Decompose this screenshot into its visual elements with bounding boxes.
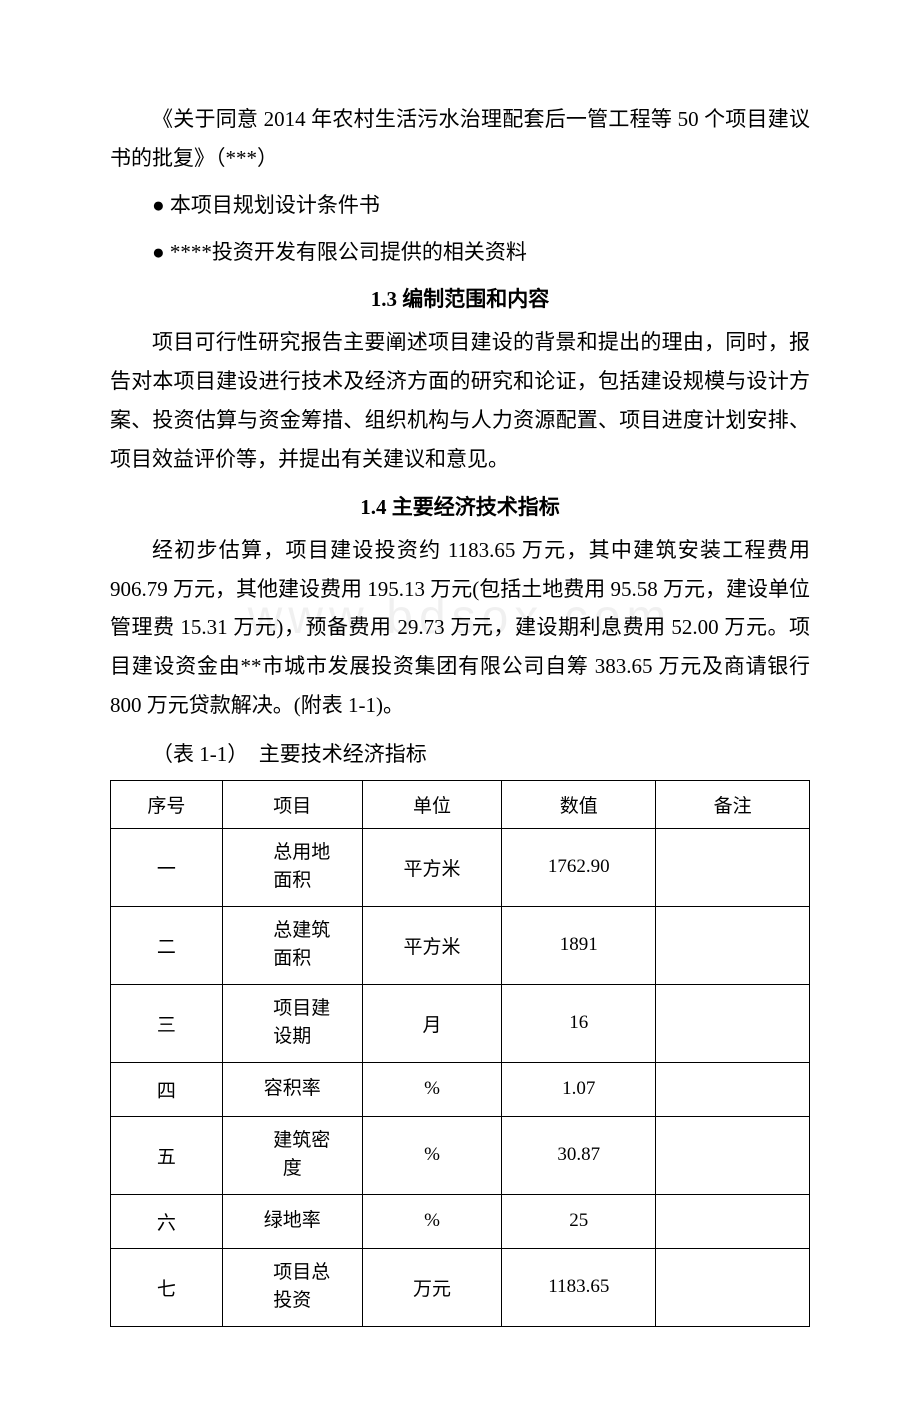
- cell-note: [656, 1194, 810, 1248]
- table-row: 二 总建筑面积平方米1891: [111, 906, 810, 984]
- header-value: 数值: [502, 780, 656, 828]
- cell-unit: 万元: [362, 1248, 502, 1326]
- cell-unit: 月: [362, 984, 502, 1062]
- cell-item: 项目总投资: [222, 1248, 362, 1326]
- table-row: 四容积率%1.07: [111, 1062, 810, 1116]
- bullet-planning-doc: ● 本项目规划设计条件书: [110, 186, 810, 225]
- cell-note: [656, 984, 810, 1062]
- cell-value: 1762.90: [502, 828, 656, 906]
- header-unit: 单位: [362, 780, 502, 828]
- cell-seq: 三: [111, 984, 223, 1062]
- cell-value: 25: [502, 1194, 656, 1248]
- cell-note: [656, 1062, 810, 1116]
- table-header-row: 序号 项目 单位 数值 备注: [111, 780, 810, 828]
- cell-value: 16: [502, 984, 656, 1062]
- cell-seq: 二: [111, 906, 223, 984]
- cell-value: 1.07: [502, 1062, 656, 1116]
- header-seq: 序号: [111, 780, 223, 828]
- heading-indicators: 1.4 主要经济技术指标: [110, 491, 810, 521]
- cell-unit: 平方米: [362, 828, 502, 906]
- cell-value: 1891: [502, 906, 656, 984]
- cell-value: 30.87: [502, 1116, 656, 1194]
- table-body: 一 总用地面积平方米1762.90二 总建筑面积平方米1891三 项目建设期月1…: [111, 828, 810, 1326]
- table-row: 三 项目建设期月16: [111, 984, 810, 1062]
- cell-note: [656, 906, 810, 984]
- cell-note: [656, 1248, 810, 1326]
- paragraph-scope-content: 项目可行性研究报告主要阐述项目建设的背景和提出的理由，同时，报告对本项目建设进行…: [110, 323, 810, 478]
- cell-seq: 七: [111, 1248, 223, 1326]
- heading-scope: 1.3 编制范围和内容: [110, 283, 810, 313]
- cell-value: 1183.65: [502, 1248, 656, 1326]
- cell-item: 容积率: [222, 1062, 362, 1116]
- indicator-table: 序号 项目 单位 数值 备注 一 总用地面积平方米1762.90二 总建筑面积平…: [110, 780, 810, 1327]
- cell-unit: %: [362, 1194, 502, 1248]
- cell-unit: 平方米: [362, 906, 502, 984]
- cell-item: 项目建设期: [222, 984, 362, 1062]
- cell-unit: %: [362, 1116, 502, 1194]
- table-row: 六绿地率%25: [111, 1194, 810, 1248]
- cell-note: [656, 828, 810, 906]
- cell-seq: 五: [111, 1116, 223, 1194]
- bullet-company-materials: ● ****投资开发有限公司提供的相关资料: [110, 233, 810, 272]
- cell-item: 总建筑面积: [222, 906, 362, 984]
- cell-seq: 一: [111, 828, 223, 906]
- cell-seq: 六: [111, 1194, 223, 1248]
- paragraph-investment: 经初步估算，项目建设投资约 1183.65 万元，其中建筑安装工程费用 906.…: [110, 531, 810, 725]
- header-note: 备注: [656, 780, 810, 828]
- cell-seq: 四: [111, 1062, 223, 1116]
- table-row: 五 建筑密度%30.87: [111, 1116, 810, 1194]
- table-caption: （表 1-1） 主要技术经济指标: [110, 735, 810, 774]
- paragraph-approval: 《关于同意 2014 年农村生活污水治理配套后一管工程等 50 个项目建议书的批…: [110, 100, 810, 178]
- header-item: 项目: [222, 780, 362, 828]
- cell-item: 绿地率: [222, 1194, 362, 1248]
- cell-item: 建筑密度: [222, 1116, 362, 1194]
- cell-note: [656, 1116, 810, 1194]
- table-row: 七 项目总投资万元1183.65: [111, 1248, 810, 1326]
- cell-unit: %: [362, 1062, 502, 1116]
- cell-item: 总用地面积: [222, 828, 362, 906]
- table-row: 一 总用地面积平方米1762.90: [111, 828, 810, 906]
